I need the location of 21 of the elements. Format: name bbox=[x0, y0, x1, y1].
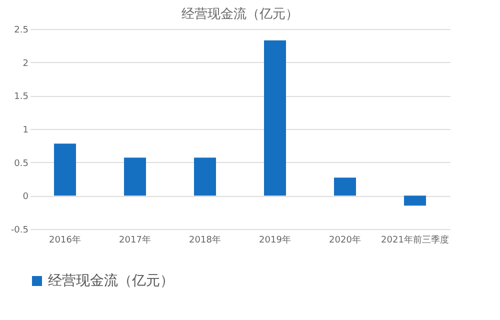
y-tick-label: 2.5 bbox=[14, 26, 28, 36]
x-tick-label: 2016年 bbox=[49, 234, 81, 246]
chart-title: 经营现金流（亿元） bbox=[182, 6, 298, 22]
x-tick-label: 2019年 bbox=[259, 234, 291, 246]
bar bbox=[194, 158, 216, 196]
x-tick-label: 2020年 bbox=[329, 234, 361, 246]
x-tick-label: 2018年 bbox=[189, 234, 221, 246]
bar bbox=[124, 158, 146, 196]
bar bbox=[264, 40, 286, 196]
bar bbox=[334, 178, 356, 196]
x-tick-label: 2017年 bbox=[119, 234, 151, 246]
legend-label: 经营现金流（亿元） bbox=[48, 273, 174, 289]
y-tick-label: -0.5 bbox=[10, 226, 28, 236]
y-tick-label: 0.5 bbox=[14, 158, 28, 169]
y-tick-label: 2 bbox=[22, 58, 28, 69]
y-tick-label: 0 bbox=[22, 192, 29, 202]
y-tick-label: 1 bbox=[22, 126, 28, 136]
y-tick-label: 1.5 bbox=[14, 92, 28, 102]
x-tick-label: 2021年前三季度 bbox=[381, 234, 449, 246]
bar bbox=[54, 144, 76, 196]
bar bbox=[404, 196, 426, 206]
